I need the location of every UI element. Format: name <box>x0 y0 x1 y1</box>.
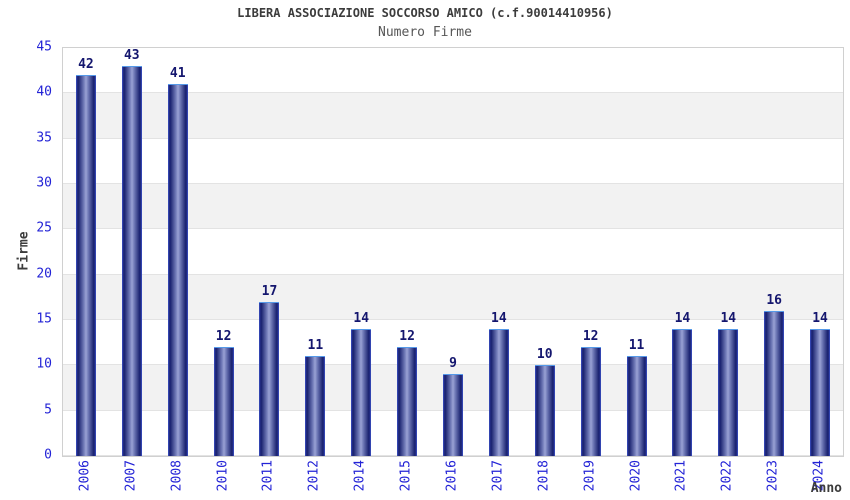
bar-value-label: 11 <box>307 338 324 354</box>
x-tick-label: 2023 <box>765 460 781 492</box>
x-tick-label: 2007 <box>123 460 139 492</box>
bar-value-label: 11 <box>628 338 645 354</box>
bar <box>75 75 96 456</box>
x-tick-label: 2021 <box>673 460 689 492</box>
y-axis-title: Firme <box>16 231 32 271</box>
bar-slot: 11 <box>626 48 647 456</box>
bar-value-label: 12 <box>215 329 232 345</box>
bar-value-label: 17 <box>261 283 278 299</box>
x-tick-label: 2016 <box>444 460 460 492</box>
chart-subtitle: Numero Firme <box>378 25 472 40</box>
bar-value-label: 14 <box>720 311 737 327</box>
bar-slot: 14 <box>488 48 509 456</box>
bar-value-label: 14 <box>491 311 507 327</box>
bar <box>764 310 785 456</box>
x-tick-label: 2014 <box>352 460 368 492</box>
chart-title: LIBERA ASSOCIAZIONE SOCCORSO AMICO (c.f.… <box>237 6 613 20</box>
grid-band <box>63 319 843 366</box>
grid-band <box>63 183 843 230</box>
plot-area: 42 43 41 12 17 11 14 12 9 14 10 12 11 14 14 16 14 <box>62 47 844 457</box>
bar <box>259 301 280 456</box>
bar <box>810 329 831 456</box>
bar-slot: 14 <box>672 48 693 456</box>
bar <box>167 84 188 456</box>
x-tick-label: 2020 <box>628 460 644 492</box>
bar-value-label: 42 <box>78 57 94 73</box>
bar <box>672 329 693 456</box>
bar-value-label: 12 <box>399 329 415 345</box>
bar-slot: 14 <box>351 48 372 456</box>
x-tick-label: 2015 <box>398 460 414 492</box>
x-tick-label: 2017 <box>490 460 506 492</box>
y-tick-label: 35 <box>36 130 52 146</box>
y-tick-label: 40 <box>36 84 52 100</box>
bar-slot: 42 <box>75 48 96 456</box>
x-tick-label: 2019 <box>582 460 598 492</box>
bar <box>397 347 418 456</box>
bar-slot: 12 <box>580 48 601 456</box>
bar-slot: 14 <box>810 48 831 456</box>
bar-slot: 16 <box>764 48 785 456</box>
grid-band <box>63 138 843 184</box>
bar <box>305 356 326 456</box>
y-tick-label: 30 <box>36 175 52 191</box>
bar-slot: 12 <box>397 48 418 456</box>
bar-value-label: 14 <box>812 311 828 327</box>
grid-band <box>63 93 843 139</box>
x-axis-title: Anno <box>810 481 842 496</box>
bar-value-label: 12 <box>582 329 599 345</box>
grid-band <box>63 48 843 94</box>
bar <box>121 66 142 456</box>
bar-slot: 43 <box>121 48 142 456</box>
bar-value-label: 43 <box>123 48 140 64</box>
y-tick-label: 0 <box>44 447 52 463</box>
x-tick-label: 2010 <box>215 460 231 492</box>
bar-value-label: 41 <box>169 66 186 82</box>
y-tick-label: 45 <box>36 39 52 55</box>
grid-band <box>63 229 843 275</box>
x-tick-label: 2006 <box>77 460 93 492</box>
bar-value-label: 14 <box>353 311 370 327</box>
bar-value-label: 10 <box>536 347 553 363</box>
bar-slot: 11 <box>305 48 326 456</box>
y-tick-label: 5 <box>44 402 52 418</box>
bar-slot: 9 <box>443 48 463 456</box>
grid-band <box>63 274 843 320</box>
y-tick-label: 25 <box>36 220 52 236</box>
x-tick-label: 2018 <box>536 460 552 492</box>
x-tick-label: 2022 <box>719 460 735 492</box>
bar <box>534 365 555 456</box>
y-tick-label: 20 <box>36 266 52 282</box>
bar-slot: 10 <box>534 48 555 456</box>
x-tick-label: 2008 <box>169 460 185 492</box>
bar-value-label: 9 <box>449 356 457 372</box>
bar-value-label: 16 <box>766 292 782 308</box>
bar-slot: 41 <box>167 48 188 456</box>
bar-slot: 14 <box>718 48 739 456</box>
x-axis-area: 2006 2007 2008 2010 2011 2012 2014 2015 2016 2017… <box>62 456 842 500</box>
bar <box>580 347 601 456</box>
bar <box>443 374 463 456</box>
bar <box>488 329 509 456</box>
bar <box>718 329 739 456</box>
bar <box>351 329 372 456</box>
bar-slot: 17 <box>259 48 280 456</box>
bar-slot: 12 <box>213 48 234 456</box>
bar <box>213 347 234 456</box>
y-tick-label: 10 <box>36 356 52 372</box>
x-tick-label: 2012 <box>306 460 322 492</box>
y-tick-label: 15 <box>36 311 52 327</box>
bar-value-label: 14 <box>674 311 691 327</box>
bar <box>626 356 647 456</box>
x-tick-label: 2011 <box>260 460 276 492</box>
